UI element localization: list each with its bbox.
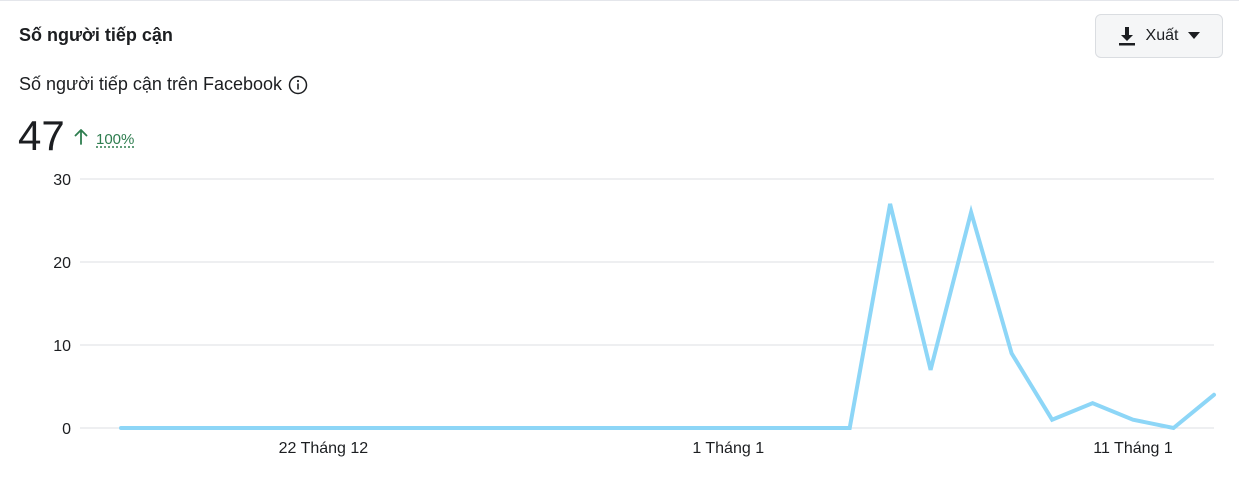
y-tick-label: 20 xyxy=(53,255,71,272)
y-tick-label: 30 xyxy=(53,172,71,189)
arrow-up-icon xyxy=(74,129,88,149)
reach-line-chart: 0 10 20 30 22 Tháng 12 1 Tháng 1 11 Tháng 1 xyxy=(53,172,1216,457)
card-title: Số người tiếp cận xyxy=(19,25,173,45)
export-button[interactable]: Xuất xyxy=(1095,14,1223,58)
metric-value: 47 xyxy=(18,112,65,159)
info-icon[interactable] xyxy=(288,75,308,95)
metric-subtitle-row: Số người tiếp cận trên Facebook xyxy=(19,74,308,95)
download-icon xyxy=(1118,26,1136,46)
x-tick-label: 11 Tháng 1 xyxy=(1093,440,1173,457)
y-tick-label: 0 xyxy=(62,421,71,438)
metric-subtitle: Số người tiếp cận trên Facebook xyxy=(19,74,283,94)
caret-down-icon xyxy=(1188,32,1201,40)
export-label: Xuất xyxy=(1145,27,1179,44)
x-tick-label: 22 Tháng 12 xyxy=(279,440,369,457)
trend-percent[interactable]: 100% xyxy=(96,130,135,148)
y-tick-label: 10 xyxy=(53,338,71,355)
series-line xyxy=(119,203,1216,431)
x-tick-label: 1 Tháng 1 xyxy=(692,440,764,457)
trend-indicator: 100% xyxy=(74,129,134,149)
